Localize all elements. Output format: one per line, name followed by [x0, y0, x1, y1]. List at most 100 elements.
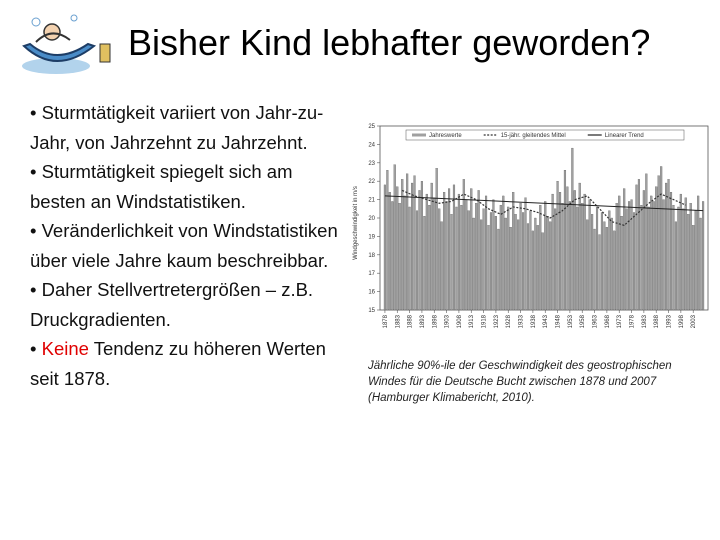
bar — [519, 203, 522, 311]
bar — [524, 197, 527, 311]
bar — [571, 147, 574, 311]
bar — [514, 214, 517, 311]
bar — [509, 227, 512, 311]
x-tick-label: 1948 — [556, 314, 562, 328]
y-tick-label: 20 — [368, 216, 375, 222]
bar — [428, 204, 431, 311]
bar — [618, 195, 621, 311]
bar — [655, 186, 658, 311]
y-tick-label: 18 — [368, 253, 375, 259]
x-tick-label: 1918 — [482, 314, 488, 328]
x-tick-label: 1983 — [642, 314, 648, 328]
bar — [393, 164, 396, 311]
bar — [408, 206, 411, 311]
x-tick-label: 1953 — [568, 314, 574, 328]
bullet-marker: • — [30, 338, 37, 359]
x-tick-label: 1998 — [679, 314, 685, 328]
caption: Jährliche 90%-ile der Geschwindigkeit de… — [368, 360, 672, 404]
bar — [610, 217, 613, 311]
bar — [521, 212, 525, 311]
bar — [672, 204, 675, 311]
bar — [647, 206, 650, 311]
bar — [625, 208, 628, 311]
bar — [470, 188, 473, 311]
y-tick-label: 19 — [368, 234, 375, 240]
bar — [517, 219, 520, 311]
bar — [554, 208, 557, 311]
x-tick-label: 1993 — [667, 314, 673, 328]
x-tick-label: 1903 — [445, 314, 451, 328]
bar — [652, 201, 655, 311]
slide-title: Bisher Kind lebhafter geworden? — [128, 22, 651, 63]
bar — [591, 214, 594, 311]
bar — [650, 195, 653, 311]
bar — [420, 181, 423, 311]
bar — [403, 195, 406, 311]
bar — [551, 193, 554, 311]
bar — [489, 212, 493, 311]
bar — [603, 221, 606, 311]
y-tick-label: 23 — [368, 161, 375, 167]
y-tick-label: 21 — [368, 198, 375, 204]
bar — [699, 217, 702, 311]
bar — [536, 225, 539, 311]
bar — [558, 192, 562, 311]
bar — [679, 193, 682, 311]
bar — [413, 175, 416, 311]
bar — [573, 190, 576, 311]
bar — [689, 203, 692, 311]
x-tick-label: 1923 — [494, 314, 500, 328]
bar — [445, 201, 448, 311]
x-tick-label: 1938 — [531, 314, 537, 328]
series-line — [384, 195, 704, 212]
legend-label: Linearer Trend — [605, 133, 644, 139]
bar — [613, 230, 616, 311]
bar — [615, 203, 618, 311]
bar — [632, 212, 636, 311]
bar — [396, 186, 399, 311]
bar — [605, 227, 608, 311]
y-tick-label: 25 — [368, 124, 375, 130]
bar — [448, 188, 451, 311]
bar — [549, 221, 552, 311]
bar — [541, 232, 544, 311]
bullet-text: Tendenz zu höheren Werten seit 1878. — [30, 338, 326, 389]
y-tick-label: 17 — [368, 271, 375, 277]
bar — [477, 190, 480, 311]
bar — [583, 193, 586, 311]
bar — [475, 203, 478, 311]
bar — [645, 173, 648, 311]
bar — [383, 184, 386, 311]
bar — [499, 204, 502, 311]
y-axis-label: Windgeschwindigkeit in m/s — [353, 186, 359, 260]
bar — [482, 208, 485, 311]
bar — [623, 188, 626, 311]
x-tick-label: 1988 — [654, 314, 660, 328]
bar — [460, 204, 463, 311]
x-tick-label: 1963 — [593, 314, 599, 328]
bar — [502, 195, 505, 311]
bar — [480, 219, 483, 311]
x-tick-label: 1933 — [519, 314, 525, 328]
bar — [433, 197, 436, 311]
bar — [561, 203, 564, 311]
x-tick-label: 1958 — [580, 314, 586, 328]
bar — [578, 182, 581, 311]
bar — [628, 201, 631, 311]
clip-art — [22, 14, 111, 74]
bar — [608, 210, 611, 311]
bar — [487, 225, 490, 311]
bar — [588, 199, 591, 311]
bar — [697, 195, 700, 311]
bar — [497, 228, 500, 311]
bar — [386, 170, 389, 311]
y-tick-label: 16 — [368, 290, 375, 296]
bar — [504, 217, 507, 311]
bar — [401, 179, 404, 311]
bar — [462, 179, 465, 311]
bar — [391, 201, 394, 311]
bar — [576, 206, 579, 311]
bar — [492, 199, 495, 311]
bar — [544, 201, 547, 311]
